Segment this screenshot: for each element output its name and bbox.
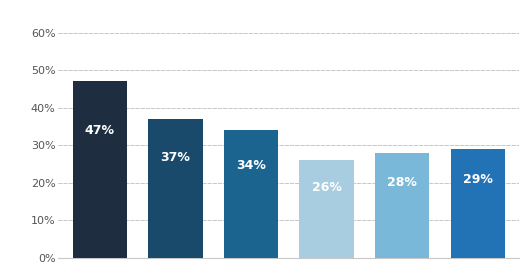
Text: 37%: 37% <box>161 151 190 164</box>
Text: 29%: 29% <box>463 173 493 186</box>
Text: 26%: 26% <box>312 181 341 194</box>
Bar <box>224 130 278 258</box>
Bar <box>375 153 429 258</box>
Text: 47%: 47% <box>85 124 115 137</box>
Bar <box>299 160 354 258</box>
Bar <box>73 81 127 258</box>
Bar <box>148 119 202 258</box>
Text: 34%: 34% <box>236 159 266 172</box>
Text: 28%: 28% <box>387 176 417 188</box>
Bar <box>450 149 505 258</box>
